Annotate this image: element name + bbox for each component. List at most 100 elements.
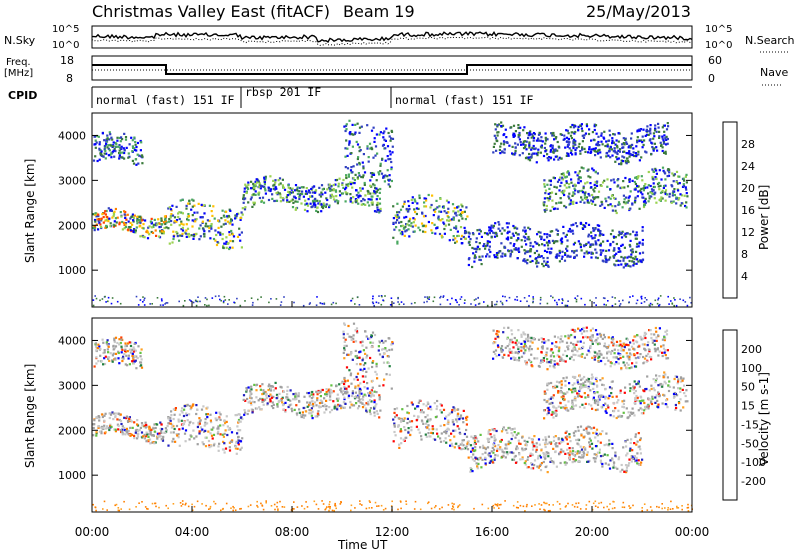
scatter-cell xyxy=(192,403,195,406)
scatter-cell xyxy=(217,445,220,448)
scatter-cell xyxy=(313,185,316,188)
scatter-cell xyxy=(570,137,573,140)
scatter-cell xyxy=(95,431,98,434)
scatter-cell xyxy=(558,251,561,254)
scatter-cell xyxy=(672,174,675,177)
scatter-cell xyxy=(377,171,380,174)
scatter-cell xyxy=(579,200,582,203)
scatter-cell xyxy=(526,132,529,135)
ground-scatter-cell xyxy=(373,304,375,307)
ground-scatter-cell xyxy=(442,296,444,298)
scatter-cell xyxy=(584,182,587,185)
ground-scatter-cell xyxy=(580,297,583,300)
scatter-cell xyxy=(312,393,315,396)
ground-scatter-cell xyxy=(423,301,425,304)
scatter-cell xyxy=(552,394,555,397)
scatter-cell xyxy=(544,150,547,153)
scatter-cell xyxy=(581,403,584,406)
scatter-cell xyxy=(245,390,248,393)
scatter-cell xyxy=(431,194,434,197)
ground-scatter-cell xyxy=(426,297,429,300)
scatter-cell xyxy=(293,398,297,401)
scatter-cell xyxy=(568,458,571,461)
scatter-cell xyxy=(544,136,547,139)
scatter-cell xyxy=(512,234,515,237)
scatter-cell xyxy=(561,240,564,243)
scatter-cell xyxy=(668,195,671,198)
scatter-cell xyxy=(330,384,333,387)
scatter-cell xyxy=(675,181,678,184)
scatter-cell xyxy=(339,194,342,197)
scatter-cell xyxy=(568,255,571,258)
ground-scatter-cell xyxy=(199,300,201,303)
scatter-cell xyxy=(478,232,481,235)
scatter-cell xyxy=(354,329,357,332)
scatter-cell xyxy=(548,441,551,444)
scatter-cell xyxy=(661,383,664,386)
scatter-cell xyxy=(140,154,144,157)
scatter-cell xyxy=(370,146,373,149)
scatter-cell xyxy=(543,197,546,200)
ground-scatter-cell xyxy=(478,302,481,305)
scatter-cell xyxy=(418,399,421,402)
scatter-cell xyxy=(596,180,599,183)
scatter-cell xyxy=(355,354,358,358)
scatter-cell xyxy=(444,437,447,440)
scatter-cell xyxy=(476,465,479,468)
scatter-cell xyxy=(635,231,638,234)
scatter-cell xyxy=(597,149,600,152)
scatter-cell xyxy=(208,226,211,230)
scatter-cell xyxy=(97,426,100,429)
scatter-cell xyxy=(129,229,132,232)
scatter-cell xyxy=(566,129,569,132)
scatter-cell xyxy=(584,446,587,449)
scatter-cell xyxy=(464,447,467,450)
scatter-cell xyxy=(646,186,649,189)
scatter-cell xyxy=(642,200,646,203)
scatter-cell xyxy=(595,251,598,254)
scatter-cell xyxy=(609,233,613,236)
scatter-cell xyxy=(323,411,326,414)
scatter-cell xyxy=(647,397,650,400)
scatter-cell xyxy=(132,146,135,149)
scatter-cell xyxy=(372,183,375,186)
scatter-cell xyxy=(579,152,582,155)
scatter-cell xyxy=(103,148,106,151)
scatter-cell xyxy=(109,222,112,225)
scatter-cell xyxy=(434,416,437,419)
scatter-cell xyxy=(602,260,605,263)
scatter-cell xyxy=(513,248,516,251)
scatter-cell xyxy=(530,438,533,441)
scatter-cell xyxy=(241,207,244,210)
scatter-cell xyxy=(577,393,580,396)
scatter-cell xyxy=(283,188,287,191)
ground-scatter-cell xyxy=(428,296,431,298)
scatter-cell xyxy=(204,423,207,426)
scatter-cell xyxy=(624,464,628,467)
scatter-cell xyxy=(115,142,118,145)
scatter-cell xyxy=(317,202,320,205)
noise-left-tick-top: 10^5 xyxy=(52,24,79,35)
scatter-cell xyxy=(653,193,656,196)
scatter-cell xyxy=(92,159,96,162)
scatter-cell xyxy=(612,255,615,258)
scatter-cell xyxy=(637,190,640,193)
scatter-cell xyxy=(263,187,267,190)
scatter-cell xyxy=(664,137,667,140)
scatter-cell xyxy=(130,433,134,436)
scatter-cell xyxy=(575,438,578,442)
scatter-cell xyxy=(543,409,546,412)
scatter-cell xyxy=(347,324,350,328)
scatter-cell xyxy=(636,452,639,455)
scatter-cell xyxy=(504,254,507,257)
scatter-cell xyxy=(345,183,348,186)
scatter-cell xyxy=(546,197,549,200)
scatter-cell xyxy=(420,409,423,412)
scatter-cell xyxy=(538,454,541,457)
scatter-cell xyxy=(601,203,604,206)
scatter-cell xyxy=(508,426,511,430)
scatter-cell xyxy=(348,335,351,338)
scatter-cell xyxy=(501,151,504,154)
scatter-cell xyxy=(614,209,617,212)
scatter-cell xyxy=(609,156,612,159)
